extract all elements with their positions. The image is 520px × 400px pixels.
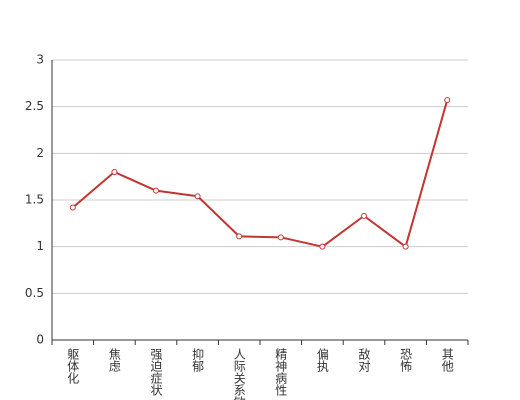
data-point — [236, 233, 243, 240]
x-tick-label: 强迫症状 — [149, 348, 163, 396]
y-tick-label: 2 — [36, 146, 44, 160]
data-line — [72, 99, 449, 248]
y-tick-label: 0.5 — [25, 286, 44, 300]
y-tick-label: 3 — [36, 53, 44, 67]
x-tick-label: 精神病性 — [274, 348, 288, 397]
x-tick-label: 偏执 — [315, 347, 329, 373]
data-point — [153, 187, 159, 194]
data-point — [361, 212, 367, 219]
x-tick-label: 其他 — [440, 348, 454, 372]
y-tick-label: 1.5 — [25, 193, 44, 207]
data-point — [111, 169, 118, 175]
data-point — [319, 243, 326, 250]
data-point — [402, 243, 409, 250]
x-tick-label: 人际关系敏感 — [232, 348, 246, 400]
data-point — [69, 204, 76, 211]
x-tick-label: 恐怖 — [399, 348, 413, 372]
y-tick-label: 2.5 — [25, 99, 44, 113]
x-tick-label: 躯体化 — [66, 347, 80, 385]
data-point — [444, 97, 451, 104]
x-tick-label: 敌对 — [357, 347, 371, 372]
data-point — [277, 234, 284, 241]
y-tick-label: 0 — [36, 333, 44, 347]
y-tick-label: 1 — [36, 239, 44, 253]
x-tick-label: 抑郁 — [191, 347, 205, 373]
data-point — [194, 193, 201, 200]
x-tick-label: 焦虑 — [107, 348, 121, 372]
